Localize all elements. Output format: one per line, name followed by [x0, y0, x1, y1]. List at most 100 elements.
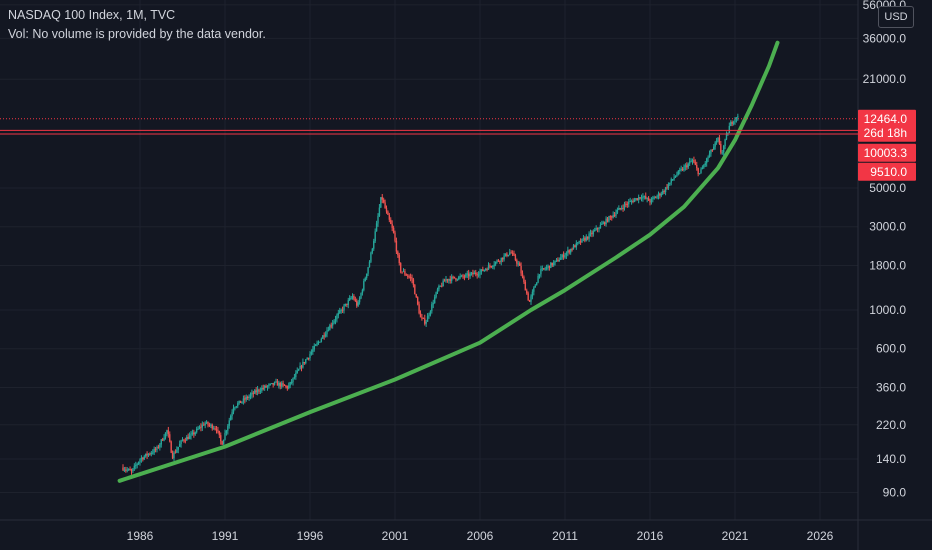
candle-body: [418, 304, 420, 314]
candle-body: [688, 161, 691, 164]
candle-body: [127, 469, 130, 471]
candle-body: [568, 250, 570, 253]
candle-body: [370, 252, 372, 262]
candle-body: [408, 276, 410, 278]
trend-curve: [117, 40, 780, 483]
candle-body: [713, 146, 715, 150]
candle-body: [200, 426, 202, 428]
price-tick-label: 1000.0: [869, 303, 906, 317]
candle-body: [724, 139, 726, 147]
candle-body: [154, 448, 157, 450]
candle-body: [246, 396, 249, 399]
time-axis[interactable]: 1986 1991 1996 2001 2006 2011 2016 2021 2026: [127, 529, 834, 543]
candle-body: [611, 216, 613, 218]
candle-body: [439, 285, 442, 287]
candle-body: [582, 238, 585, 240]
candle-body: [431, 304, 433, 312]
candle-body: [425, 321, 427, 324]
candle-body: [551, 262, 553, 266]
candle-body: [446, 279, 449, 281]
candle-body: [146, 453, 148, 456]
time-tick-label: 2001: [382, 529, 409, 543]
candle-body: [364, 278, 366, 282]
candle-body: [701, 167, 704, 170]
candle-body: [654, 197, 657, 199]
price-tick-label: 3000.0: [869, 220, 906, 234]
candles: [122, 113, 739, 475]
candle-body: [271, 383, 273, 385]
candle-body: [717, 137, 719, 141]
candle-body: [234, 407, 236, 409]
symbol-title[interactable]: NASDAQ 100 Index, 1M, TVC: [8, 8, 176, 22]
candle-body: [462, 275, 464, 277]
candle-body: [235, 406, 238, 408]
candle-body: [279, 382, 281, 387]
candle-body: [557, 259, 559, 262]
candle-body: [432, 303, 434, 305]
candle-body: [548, 265, 551, 269]
candle-body: [466, 273, 468, 275]
candle-body: [265, 385, 267, 388]
candle-body: [324, 334, 327, 337]
candle-body: [251, 392, 253, 395]
candle-body: [327, 330, 330, 332]
candle-body: [514, 255, 517, 261]
candle-body: [276, 381, 279, 386]
candle-body: [606, 218, 609, 222]
candle-body: [619, 208, 621, 210]
candle-body: [441, 285, 443, 287]
candle-body: [674, 175, 677, 178]
candle-body: [652, 197, 654, 199]
candle-body: [435, 292, 437, 298]
candle-body: [730, 122, 732, 126]
candle-body: [592, 231, 595, 235]
candle-body: [214, 428, 216, 430]
candle-body: [433, 297, 436, 304]
price-axis[interactable]: 90.0 140.0 220.0 360.0 600.0 1000.0 1800.0 3000…: [863, 0, 907, 500]
candle-body: [140, 457, 143, 460]
candle-body: [341, 309, 344, 311]
candle-body: [534, 285, 536, 288]
candle-body: [509, 252, 511, 255]
candle-body: [567, 250, 569, 253]
candle-body: [137, 461, 140, 464]
candle-body: [492, 266, 494, 268]
candle-body: [221, 441, 223, 445]
candle-body: [541, 268, 544, 270]
candle-body: [160, 439, 162, 445]
candle-body: [241, 401, 243, 403]
candle-body: [653, 197, 655, 199]
candle-body: [530, 296, 532, 302]
candle-body: [414, 285, 416, 295]
candle-body: [224, 433, 226, 440]
candle-body: [217, 430, 219, 432]
candle-body: [479, 271, 481, 275]
candle-body: [588, 233, 590, 239]
candle-body: [245, 396, 247, 400]
candle-body: [361, 289, 364, 294]
currency-button[interactable]: USD: [878, 6, 914, 28]
candle-body: [700, 169, 702, 174]
candle-body: [429, 311, 432, 315]
candle-body: [228, 420, 230, 426]
candle-body: [687, 163, 689, 168]
candle-body: [560, 257, 562, 260]
candle-body: [574, 245, 576, 248]
candle-body: [465, 274, 467, 277]
candle-body: [153, 448, 155, 453]
candle-body: [398, 255, 400, 264]
candle-body: [313, 345, 315, 350]
candle-body: [334, 319, 337, 321]
candle-body: [581, 238, 583, 243]
candle-body: [356, 300, 358, 306]
candle-body: [198, 426, 201, 429]
candle-body: [477, 274, 480, 276]
price-tick-label: 5000.0: [869, 181, 906, 195]
candle-body: [144, 453, 147, 457]
time-tick-label: 1986: [127, 529, 154, 543]
price-tag: [858, 143, 916, 162]
price-tick-label: 1800.0: [869, 258, 906, 272]
candle-body: [630, 201, 633, 203]
candle-body: [473, 272, 476, 275]
